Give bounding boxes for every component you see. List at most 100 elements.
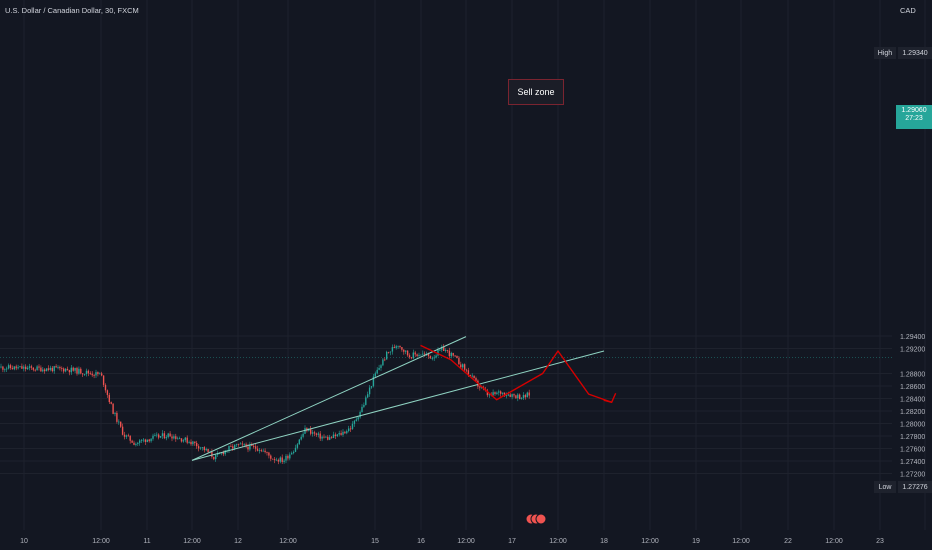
candle-body [492,392,494,396]
candle-body [376,369,378,374]
candle-body [378,367,380,370]
time-tick-label: 17 [508,538,516,545]
candle-body [106,390,109,395]
candle-body [173,436,175,439]
candle-body [243,444,245,446]
candle-body [197,446,200,449]
candle-body [463,364,466,370]
time-tick-label: 22 [784,538,792,545]
candle-body [178,438,181,440]
candle-body [25,366,27,370]
economic-event-dot[interactable] [535,513,547,525]
time-tick-label: 12:00 [92,538,110,545]
candle-body [224,450,226,455]
candle-body [28,366,31,368]
candle-body [439,349,441,351]
candle-body [239,443,242,445]
candle-body [391,347,394,352]
candle-body [95,372,97,376]
countdown-timer: 27:23 [905,115,923,122]
candle-body [395,346,397,348]
candle-body [332,434,335,438]
candle-body [410,357,413,359]
candle-body [180,438,183,442]
candle-body [266,452,268,453]
candle-body [131,440,133,443]
candle-body [9,365,12,369]
candle-body [315,433,318,435]
candle-body [201,447,204,448]
candle-body [444,350,447,351]
candle-body [194,441,196,444]
time-tick-label: 12:00 [825,538,843,545]
candle-body [249,444,251,450]
candle-body [387,351,390,353]
price-tick-label: 1.28800 [900,372,925,379]
candle-body [355,419,357,421]
candle-body [346,431,348,434]
candle-body [258,450,261,452]
candle-body [488,394,490,396]
candle-body [330,437,333,439]
time-tick-label: 18 [600,538,608,545]
candle-body [40,367,42,372]
candle-body [471,375,473,377]
candle-body [190,441,192,445]
candle-body [83,374,86,375]
candle-body [232,446,234,449]
candle-body [479,386,481,388]
sell-zone-label[interactable]: Sell zone [508,79,564,105]
candle-body [34,369,36,371]
candle-body [327,436,329,440]
candle-body [137,442,139,444]
candle-body [260,450,262,452]
candle-body [448,350,451,357]
candle-body [207,448,209,453]
candle-body [182,440,185,442]
candle-body [433,357,435,359]
candle-body [99,373,101,375]
candle-body [78,368,80,374]
candle-body [45,368,48,372]
candle-body [486,390,489,396]
candle-body [382,359,384,366]
economic-events-icon[interactable] [525,513,547,525]
candle-body [82,373,84,375]
candle-body [215,455,217,460]
candle-body [64,368,67,372]
candle-body [302,433,304,437]
candle-body [431,358,433,360]
candle-body [175,436,177,439]
candle-body [213,456,215,460]
candle-body [515,395,517,399]
time-tick-label: 16 [417,538,425,545]
candle-body [120,421,122,427]
candle-body [405,350,407,352]
time-tick-label: 12 [234,538,242,545]
candle-body [460,364,462,368]
candle-body [32,367,34,370]
candle-body [140,440,143,441]
candle-body [296,444,299,448]
candle-body [429,356,432,359]
candle-body [334,434,337,437]
candle-body [452,352,454,356]
candle-body [281,457,283,462]
candle-body [370,386,373,388]
candle-body [435,355,437,358]
candle-body [329,437,331,440]
candle-body [129,435,131,441]
candle-body [49,367,52,370]
low-badge-value: 1.27276 [898,481,932,493]
time-tick-label: 15 [371,538,379,545]
candle-body [53,366,55,372]
candle-body [184,437,186,441]
candle-body [247,446,249,450]
candle-body [393,347,395,348]
candle-body [196,443,198,447]
candle-body [321,436,323,439]
candle-body [427,353,430,357]
candle-body [279,457,281,462]
candle-body [211,451,213,457]
